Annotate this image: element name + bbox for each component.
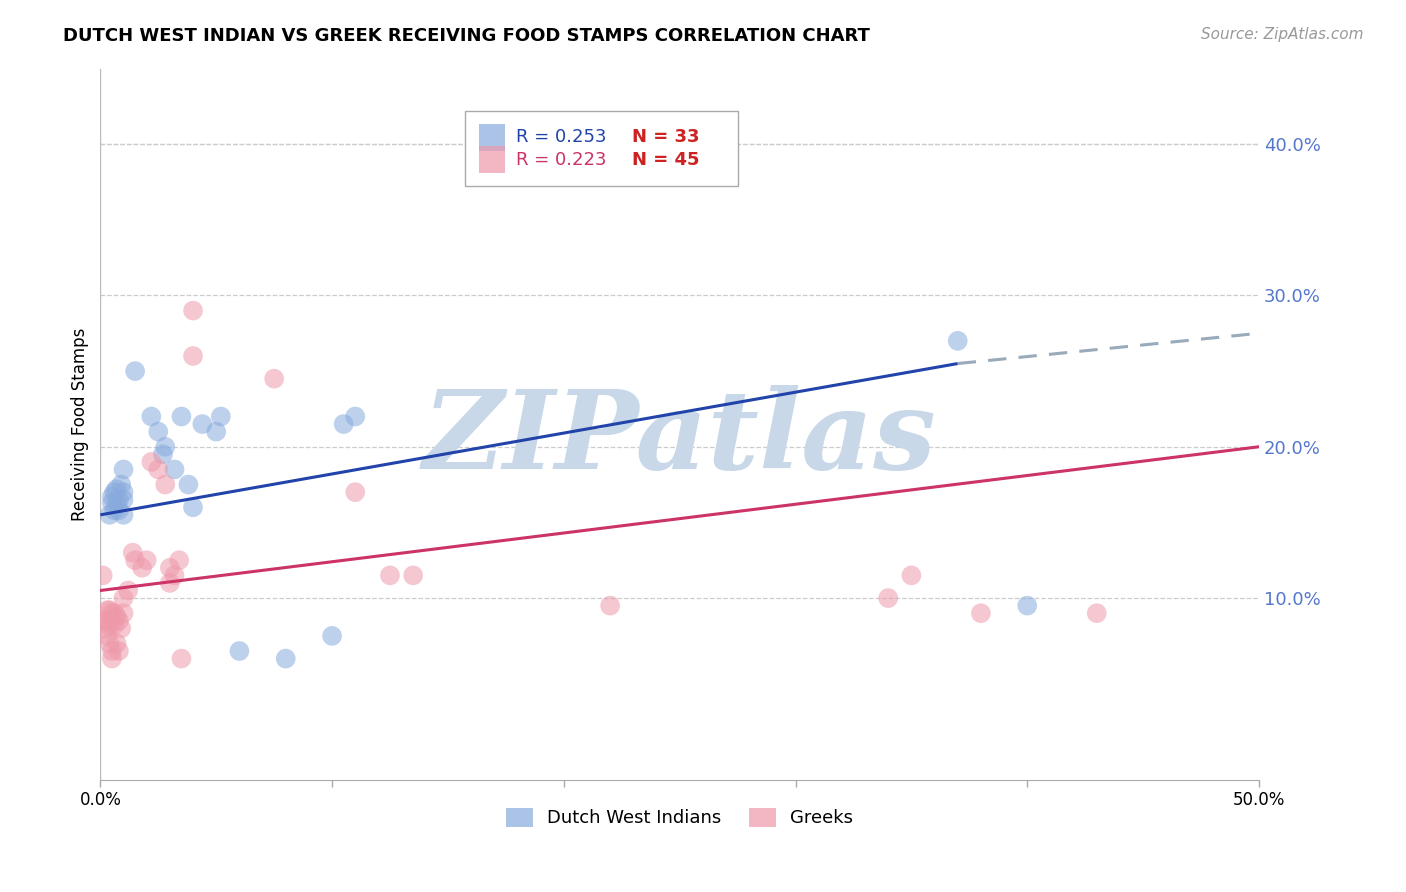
Point <box>167 553 190 567</box>
Point <box>599 599 621 613</box>
Point <box>101 490 124 504</box>
Text: R = 0.223: R = 0.223 <box>516 151 607 169</box>
Point <box>191 417 214 431</box>
Point <box>1085 606 1108 620</box>
Point <box>108 492 131 507</box>
Point <box>152 447 174 461</box>
Point <box>177 477 200 491</box>
Point <box>141 409 163 424</box>
Point <box>263 372 285 386</box>
Point <box>877 591 900 605</box>
Text: DUTCH WEST INDIAN VS GREEK RECEIVING FOOD STAMPS CORRELATION CHART: DUTCH WEST INDIAN VS GREEK RECEIVING FOO… <box>63 27 870 45</box>
Point <box>159 561 181 575</box>
Point <box>108 644 131 658</box>
Point <box>98 603 121 617</box>
Point <box>105 636 128 650</box>
Point <box>170 651 193 665</box>
Point <box>96 614 118 628</box>
Point <box>98 618 121 632</box>
Point <box>159 576 181 591</box>
Point <box>1017 599 1039 613</box>
Point <box>131 561 153 575</box>
Point <box>112 485 135 500</box>
Point <box>110 621 132 635</box>
Point <box>124 553 146 567</box>
Point <box>112 492 135 507</box>
Point <box>101 606 124 620</box>
Point <box>378 568 401 582</box>
Point <box>101 651 124 665</box>
Point <box>108 614 131 628</box>
Text: N = 45: N = 45 <box>633 151 700 169</box>
Point <box>205 425 228 439</box>
Point <box>181 500 204 515</box>
Point <box>163 462 186 476</box>
Point <box>135 553 157 567</box>
Point <box>170 409 193 424</box>
Point <box>110 477 132 491</box>
Point <box>105 496 128 510</box>
Point <box>101 496 124 510</box>
Point <box>321 629 343 643</box>
Point <box>344 409 367 424</box>
Point <box>108 503 131 517</box>
Point <box>96 629 118 643</box>
Point <box>148 425 170 439</box>
Point <box>124 364 146 378</box>
Legend: Dutch West Indians, Greeks: Dutch West Indians, Greeks <box>499 801 860 835</box>
Point <box>96 603 118 617</box>
Point <box>91 568 114 582</box>
Point <box>900 568 922 582</box>
Point <box>94 614 117 628</box>
Bar <box>465 112 738 186</box>
Point <box>105 609 128 624</box>
Point <box>101 644 124 658</box>
Point <box>344 485 367 500</box>
Point <box>155 440 177 454</box>
Point <box>163 568 186 582</box>
Point <box>141 455 163 469</box>
Point <box>148 462 170 476</box>
Point <box>155 477 177 491</box>
Point <box>94 621 117 635</box>
Point <box>970 606 993 620</box>
Point <box>332 417 354 431</box>
Point <box>402 568 425 582</box>
Point <box>103 485 125 500</box>
Point <box>274 651 297 665</box>
Point <box>181 349 204 363</box>
Text: ZIPatlas: ZIPatlas <box>423 384 936 492</box>
Point <box>98 636 121 650</box>
Y-axis label: Receiving Food Stamps: Receiving Food Stamps <box>72 327 89 521</box>
Text: N = 33: N = 33 <box>633 128 700 146</box>
Point <box>103 503 125 517</box>
Point <box>228 644 250 658</box>
Point <box>98 508 121 522</box>
Point <box>112 508 135 522</box>
Point <box>209 409 232 424</box>
Text: Source: ZipAtlas.com: Source: ZipAtlas.com <box>1201 27 1364 42</box>
Text: R = 0.253: R = 0.253 <box>516 128 607 146</box>
Point <box>112 591 135 605</box>
Point <box>105 482 128 496</box>
Point <box>112 462 135 476</box>
Point <box>117 583 139 598</box>
Point <box>181 303 204 318</box>
Point <box>112 606 135 620</box>
Point <box>121 546 143 560</box>
Point <box>103 606 125 620</box>
Bar <box>479 124 505 151</box>
Point <box>103 618 125 632</box>
Bar <box>479 146 505 173</box>
Point <box>946 334 969 348</box>
